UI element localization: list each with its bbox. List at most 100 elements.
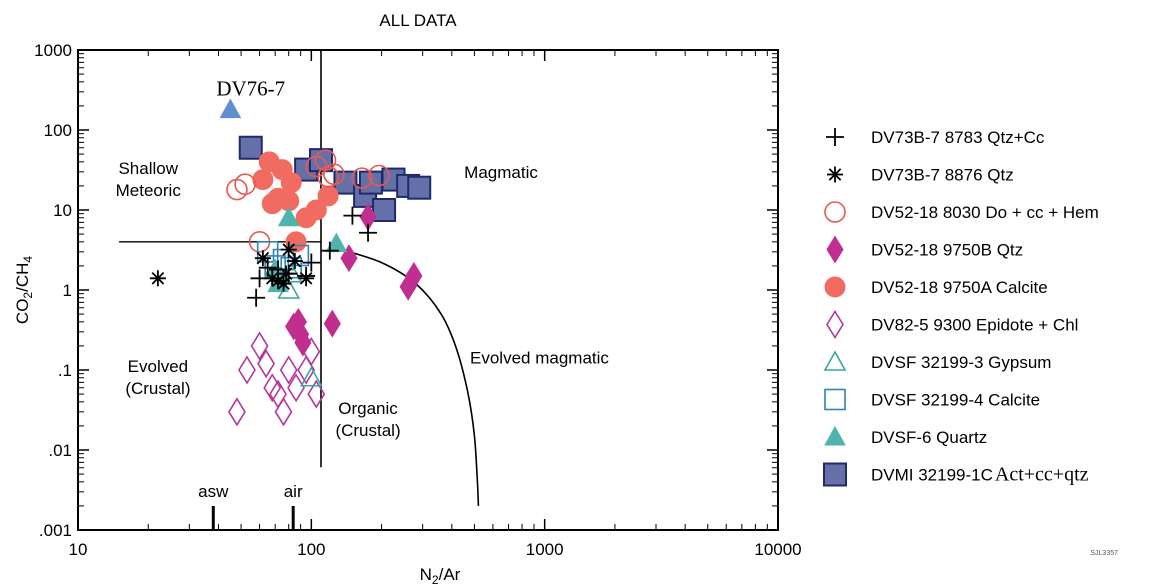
series-6 [228,331,326,427]
legend-label-main: DVSF-6 Quartz [871,428,987,447]
data-point [299,366,323,387]
data-point [279,355,298,385]
y-axis-label: CO2/CH4 [13,256,35,324]
annotation: DV76-7 [216,76,285,100]
axes: 10 100 1000 10000 1000 100 10 1 .1 .01 .001 [34,41,801,559]
legend: DV73B-7 8783 Qtz+Cc DV73B-7 8876 Qtz DV52-… [823,128,1099,487]
legend-item: DV52-18 9750B Qtz [826,235,1023,264]
data-point [407,175,432,200]
minor-ticks [78,50,778,530]
data-point [298,270,315,287]
legend-marker [826,235,844,264]
legend-item: DV52-18 8030 Do + cc + Hem [824,201,1099,223]
x-tick-label: 1000 [526,540,564,559]
data-point [278,265,295,282]
legend-item: DV73B-7 8783 Qtz+Cc [826,128,1045,147]
legend-item: DVSF-6 Quartz [824,425,987,447]
legend-label: DVSF 32199-4 Calcite [871,391,1040,410]
data-point [275,275,292,292]
region-label-line: Shallow [118,159,178,178]
series-3 [226,149,390,253]
x-tick-label: 10 [69,540,88,559]
data-point [280,172,302,194]
x-tick-label: 10000 [754,540,801,559]
y-label-a: CO [13,299,32,325]
data-point [250,331,269,361]
legend-marker [824,276,846,298]
legend-label-suffix: Act+cc+qtz [995,464,1089,486]
legend-label-main: DV52-18 9750A Calcite [871,278,1048,297]
data-point [263,373,282,403]
data-point [286,253,303,270]
y-label-sub1: 2 [21,292,35,299]
legend-item: DV73B-7 8876 Qtz [827,166,1014,185]
x-label-rest: /Ar [439,565,461,584]
legend-label: DVMI 32199-1C Act+cc+qtz [871,464,1089,486]
legend-marker [824,388,846,411]
legend-label-main: DVSF 32199-4 Calcite [871,391,1040,410]
data-point [317,185,339,207]
y-label-sub2: 4 [21,256,35,263]
region-label-line: (Crustal) [125,379,190,398]
data-point [252,169,274,191]
data-point [333,170,358,195]
series-2 [149,241,315,292]
legend-item: DVSF 32199-3 Gypsum [823,350,1051,372]
x-axis-label: N2/Ar [420,565,461,586]
legend-label-main: DVSF 32199-3 Gypsum [871,353,1051,372]
region-label: Evolved (Crustal) [125,357,190,398]
y-tick-label: 10 [53,201,72,220]
data-point [257,349,276,379]
legend-label: DV73B-7 8783 Qtz+Cc [871,128,1045,147]
data-point [234,173,256,196]
annotation-dv76-7: DV76-7 [216,76,285,100]
region-label: Shallow Meteoric [116,159,182,200]
data-point [372,198,397,222]
data-point [323,309,341,338]
legend-label: DV82-5 9300 Epidote + Chl [871,316,1078,335]
legend-marker [824,425,846,446]
data-points [149,98,432,427]
data-point [405,261,423,290]
data-point [238,135,263,160]
region-label: Magmatic [464,163,538,182]
reference-markers: asw air [198,482,303,530]
x-label-sub: 2 [432,573,439,586]
legend-label: DV52-18 9750A Calcite [871,278,1048,297]
region-label: Organic (Crustal) [335,399,400,440]
y-tick-label: 1 [63,281,72,300]
legend-label-main: DV52-18 8030 Do + cc + Hem [871,203,1099,222]
plot-frame [77,49,779,531]
legend-label: DVSF-6 Quartz [871,428,987,447]
y-tick-label: 1000 [34,41,72,60]
boundary-curve [337,247,480,506]
legend-label-main: DV52-18 9750B Qtz [871,241,1023,260]
y-tick-label: .001 [39,521,72,540]
legend-label: DV52-18 9750B Qtz [871,241,1023,260]
y-label-b: /CH [13,263,32,292]
series-11 [219,98,242,119]
legend-label-main: DV73B-7 8783 Qtz [871,128,1014,147]
data-point [294,328,312,357]
data-point [307,379,326,409]
data-point [325,232,348,253]
legend-marker [827,166,843,183]
x-label-base: N [420,565,432,584]
legend-label-main: DV73B-7 8876 Qtz [871,166,1014,185]
y-tick-label: 100 [44,121,72,140]
data-point [277,206,300,227]
data-point [247,288,266,307]
region-label-line: (Crustal) [335,421,400,440]
region-label-line: Evolved [128,357,188,376]
data-point [359,223,378,242]
data-point [323,163,345,186]
legend-label: DVSF 32199-3 Gypsum [871,353,1051,372]
legend-marker [824,201,846,223]
data-point [287,373,305,403]
legend-marker [826,128,844,146]
legend-marker [823,350,847,371]
data-point [274,397,293,427]
y-tick-label: .1 [58,361,72,380]
legend-marker [826,309,844,340]
